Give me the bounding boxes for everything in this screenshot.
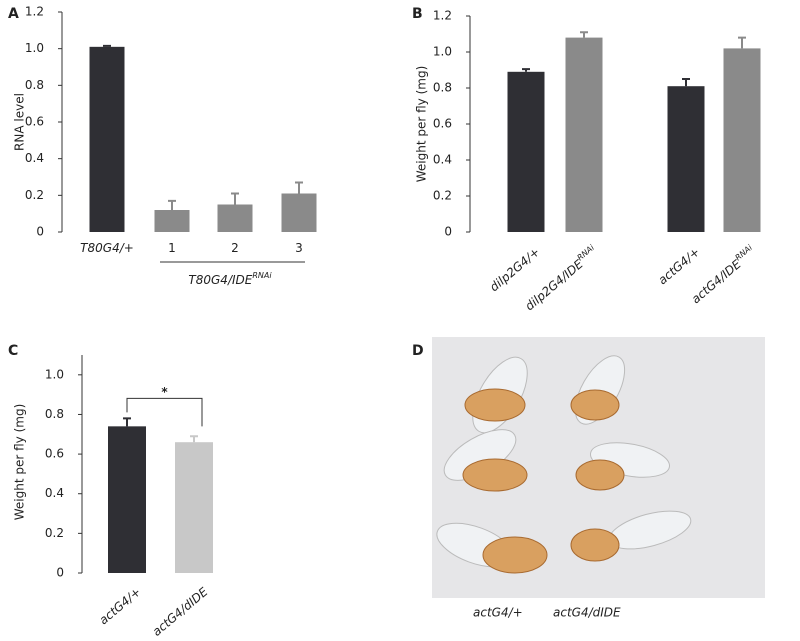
x-tick-label: dilp2G4/+ [487,244,542,294]
x-tick-label: actG4/+ [655,244,702,287]
chart-panel: B Weight per fly (mg) 0 0.2 0.4 0.6 0.8 1.0 1.2 d… [412,6,761,313]
x-tick-text: dilp2G4/+ [487,244,542,294]
chart-panel: A RNA level 0 0.2 0.4 0.6 0.8 1.0 1.2 T80G4/+ 1 2 3 T… [8,5,317,287]
y-tick-label: 0.2 [25,188,44,202]
bar [89,46,125,233]
error-bar [123,417,131,427]
panel-label: B [412,6,423,22]
bar [723,48,761,233]
error-bar [190,435,198,443]
y-tick-label: 0.8 [25,78,44,92]
x-tick-text: actG4/+ [655,244,702,287]
x-tick-superscript: RNAi [733,242,754,262]
y-axis-label: RNA level [13,93,27,151]
chart-panel: C Weight per fly (mg) 0 0.2 0.4 0.6 0.8 1.0 actG… [8,343,213,638]
y-tick-label: 0.6 [45,447,64,461]
photo-caption: actG4/+ [473,606,523,620]
y-tick-label: 1.0 [45,367,64,381]
error-bar [522,68,530,72]
y-tick-label: 0.4 [25,151,44,165]
y-tick-label: 0.8 [45,407,64,421]
error-bar [738,36,746,49]
y-tick-label: 0.4 [45,486,64,500]
y-tick-label: 1.0 [433,45,452,59]
error-bar [580,31,588,38]
y-tick-label: 0 [56,566,64,580]
x-tick-label: 3 [295,241,303,255]
flies [436,355,692,574]
bar [108,426,146,573]
x-tick-label: actG4/dIDE [149,584,210,638]
x-tick-superscript: RNAi [575,242,596,262]
error-bar [682,78,690,87]
bar [507,71,545,232]
y-tick-label: 0.2 [433,189,452,203]
error-bar [295,181,303,194]
y-tick-label: 0.6 [433,117,452,131]
x-tick-text: dilp2G4/IDE [522,256,586,313]
x-tick-label: 1 [168,241,176,255]
y-tick-label: 0 [36,225,44,239]
error-bar [103,44,111,47]
significance-marker: * [161,385,168,399]
y-tick-label: 1.0 [25,41,44,55]
bar [175,442,213,573]
group-label: T80G4/IDERNAi [188,271,272,287]
group-label-superscript: RNAi [252,271,272,280]
error-bar [231,192,239,205]
x-tick-text: actG4/+ [96,584,143,627]
significance-bracket [126,397,203,427]
group-label-text: T80G4/IDE [188,273,252,287]
y-axis-label: Weight per fly (mg) [415,66,429,183]
panel-label: C [8,343,18,359]
x-tick-text: T80G4/+ [80,241,134,255]
error-bar [168,199,176,210]
y-tick-label: 1.2 [433,9,452,23]
x-tick-text: 1 [168,241,176,255]
x-tick-label: T80G4/+ [80,241,134,255]
x-tick-text: 2 [231,241,239,255]
bar [281,193,317,232]
x-tick-text: 3 [295,241,303,255]
photo-caption: actG4/dIDE [553,606,621,620]
y-tick-label: 0.4 [433,153,452,167]
y-tick-label: 0.6 [25,115,44,129]
panel-label: D [412,343,424,359]
panel-label: A [8,6,19,22]
y-tick-label: 0.2 [45,526,64,540]
x-tick-label: actG4/+ [96,584,143,627]
x-tick-label: 2 [231,241,239,255]
y-axis-label: Weight per fly (mg) [13,404,27,521]
bar [217,204,253,232]
y-tick-label: 0.8 [433,81,452,95]
x-tick-text: actG4/IDE [688,256,743,306]
bar [154,210,190,232]
bar [667,86,705,232]
x-tick-text: actG4/dIDE [149,584,210,638]
y-tick-label: 0 [444,225,452,239]
y-tick-label: 1.2 [25,5,44,19]
bar [565,37,603,232]
photo: D actG4/+ actG4/dIDE [412,337,765,620]
